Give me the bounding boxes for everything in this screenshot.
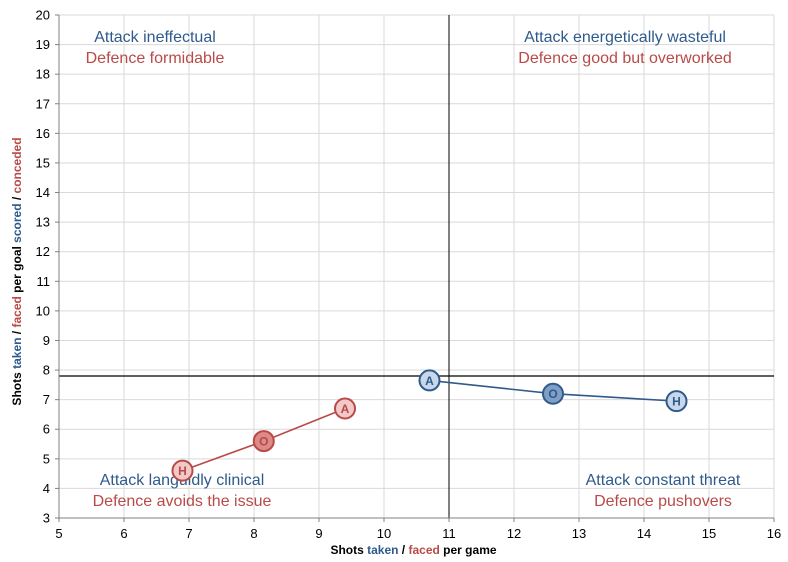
point-label-1-O: O [548, 387, 557, 401]
y-tick-label-15: 15 [36, 155, 50, 170]
x-tick-label-14: 14 [637, 526, 651, 541]
quadrant-label-top-left-line-2: Defence formidable [86, 50, 225, 67]
y-tick-label-18: 18 [36, 67, 50, 82]
point-label-1-A: A [425, 374, 434, 388]
y-tick-label-14: 14 [36, 185, 50, 200]
point-label-2-H: H [178, 464, 187, 478]
x-tick-label-13: 13 [572, 526, 586, 541]
quadrant-label-top-right-line-1: Attack energetically wasteful [524, 29, 726, 46]
y-tick-label-6: 6 [43, 422, 50, 437]
axes [55, 14, 775, 522]
x-tick-label-8: 8 [250, 526, 257, 541]
y-tick-label-3: 3 [43, 511, 50, 526]
point-label-1-H: H [672, 395, 681, 409]
y-tick-labels: 3 4 5 6 7 8 9 10 11 12 13 14 15 16 17 18 19 20 [36, 8, 50, 526]
quadrant-label-top-left-line-1: Attack ineffectual [94, 29, 216, 46]
x-tick-label-16: 16 [767, 526, 781, 541]
x-tick-label-10: 10 [377, 526, 391, 541]
y-tick-label-20: 20 [36, 8, 50, 23]
x-tick-label-5: 5 [55, 526, 62, 541]
x-tick-label-12: 12 [507, 526, 521, 541]
series: A O H H O A [171, 369, 688, 482]
y-tick-label-10: 10 [36, 303, 50, 318]
x-tick-label-7: 7 [185, 526, 192, 541]
y-tick-label-7: 7 [43, 392, 50, 407]
quadrant-label-top-right-line-2: Defence good but overworked [518, 50, 731, 67]
x-tick-label-11: 11 [442, 526, 456, 541]
y-tick-label-19: 19 [36, 37, 50, 52]
point-label-2-A: A [341, 402, 350, 416]
y-tick-label-8: 8 [43, 363, 50, 378]
reference-lines [59, 15, 774, 518]
quadrant-label-bottom-right-line-2: Defence pushovers [594, 493, 732, 510]
quadrant-label-bottom-right-line-1: Attack constant threat [586, 472, 741, 489]
point-2-H [171, 459, 194, 482]
y-tick-label-13: 13 [36, 215, 50, 230]
point-1-A [418, 369, 441, 392]
point-label-2-O: O [259, 435, 268, 449]
x-tick-labels: 5 6 7 8 9 10 11 12 13 14 15 16 [55, 526, 781, 541]
point-1-H [665, 390, 688, 413]
point-1-O [542, 382, 564, 405]
y-axis-title: Shots taken / faced per goal scored / co… [10, 137, 24, 405]
y-tick-label-11: 11 [37, 274, 51, 289]
x-tick-label-6: 6 [120, 526, 127, 541]
y-tick-label-9: 9 [43, 333, 50, 348]
quadrant-labels: Attack ineffectual Defence formidable Atta… [86, 29, 741, 510]
grid [59, 14, 775, 518]
y-tick-label-16: 16 [36, 126, 50, 141]
y-tick-label-17: 17 [36, 96, 50, 111]
x-axis-title: Shots taken / faced per game [330, 543, 496, 557]
x-tick-label-15: 15 [702, 526, 716, 541]
quadrant-label-bottom-left-line-2: Defence avoids the issue [93, 493, 272, 510]
y-tick-label-12: 12 [36, 244, 50, 259]
x-tick-label-9: 9 [315, 526, 322, 541]
y-tick-label-4: 4 [43, 481, 50, 496]
y-tick-label-5: 5 [43, 451, 50, 466]
point-2-O [252, 430, 275, 453]
point-2-A [334, 397, 356, 420]
